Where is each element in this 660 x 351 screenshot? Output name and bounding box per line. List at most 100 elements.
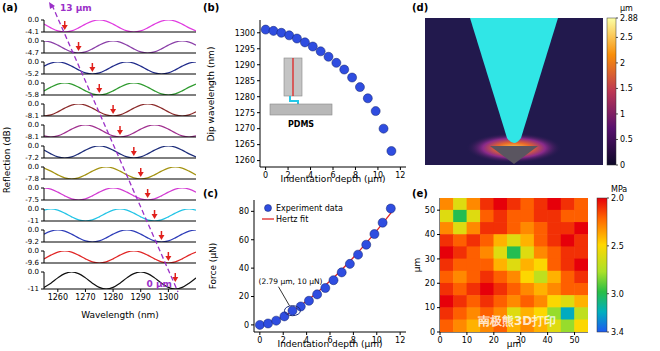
svg-text:0: 0	[263, 171, 268, 180]
svg-text:1290: 1290	[131, 293, 151, 302]
svg-text:Indentation depth (μm): Indentation depth (μm)	[277, 339, 382, 349]
svg-text:2.5: 2.5	[611, 242, 624, 251]
svg-text:0.0: 0.0	[28, 247, 39, 255]
svg-text:12: 12	[395, 336, 405, 345]
svg-text:(d): (d)	[412, 2, 428, 13]
svg-text:10: 10	[462, 336, 472, 345]
svg-text:1290: 1290	[235, 61, 255, 70]
svg-text:1300: 1300	[158, 293, 178, 302]
svg-text:Reflection (dB): Reflection (dB)	[2, 127, 12, 194]
svg-text:1300: 1300	[235, 29, 255, 38]
svg-text:μm: μm	[507, 339, 522, 349]
svg-text:4: 4	[304, 336, 309, 345]
svg-text:MPa: MPa	[611, 185, 627, 194]
svg-text:1275: 1275	[235, 109, 255, 118]
svg-text:-9.2: -9.2	[25, 238, 39, 246]
svg-text:2.0: 2.0	[611, 194, 624, 203]
svg-text:0.0: 0.0	[28, 58, 39, 66]
svg-text:-11: -11	[28, 285, 39, 293]
svg-text:1265: 1265	[235, 140, 255, 149]
svg-text:2: 2	[281, 336, 286, 345]
svg-text:0.0: 0.0	[28, 16, 39, 24]
svg-text:-7.8: -7.8	[25, 175, 39, 183]
svg-text:0: 0	[437, 336, 442, 345]
svg-text:-5.2: -5.2	[25, 70, 39, 78]
svg-text:-7.2: -7.2	[25, 154, 39, 162]
svg-text:0.5: 0.5	[620, 135, 633, 144]
svg-text:(c): (c)	[203, 188, 218, 199]
svg-text:1.5: 1.5	[620, 84, 633, 93]
svg-text:μm: μm	[412, 258, 422, 273]
svg-text:1260: 1260	[48, 293, 68, 302]
svg-text:-11: -11	[28, 217, 39, 225]
svg-text:2: 2	[286, 171, 291, 180]
svg-text:2.5: 2.5	[620, 33, 633, 42]
svg-text:Hertz fit: Hertz fit	[276, 215, 308, 224]
svg-text:(a): (a)	[2, 2, 18, 13]
svg-text:10: 10	[372, 336, 382, 345]
svg-text:3.4: 3.4	[611, 328, 624, 337]
svg-text:(e): (e)	[412, 188, 428, 199]
svg-text:Dip wavelength (nm): Dip wavelength (nm)	[206, 47, 216, 142]
svg-text:μm: μm	[620, 4, 633, 13]
svg-text:0.0: 0.0	[28, 163, 39, 171]
svg-text:50: 50	[425, 206, 435, 215]
svg-text:13 μm: 13 μm	[60, 3, 92, 13]
svg-text:-8.1: -8.1	[25, 112, 39, 120]
svg-text:40: 40	[239, 264, 249, 273]
svg-text:1280: 1280	[103, 293, 123, 302]
svg-text:20: 20	[239, 292, 249, 301]
svg-text:1260: 1260	[235, 156, 255, 165]
svg-text:8: 8	[351, 336, 356, 345]
svg-text:-7.5: -7.5	[25, 196, 39, 204]
svg-text:10: 10	[425, 303, 435, 312]
svg-text:0.0: 0.0	[28, 37, 39, 45]
svg-text:0: 0	[620, 161, 625, 170]
svg-text:Force (μN): Force (μN)	[208, 243, 218, 290]
svg-text:80: 80	[239, 207, 249, 216]
svg-text:-4.7: -4.7	[25, 49, 39, 57]
svg-text:0.0: 0.0	[28, 121, 39, 129]
svg-text:6: 6	[327, 336, 332, 345]
svg-text:10: 10	[373, 171, 383, 180]
svg-text:8: 8	[353, 171, 358, 180]
svg-text:-9.6: -9.6	[25, 259, 39, 267]
svg-text:1285: 1285	[235, 77, 255, 86]
svg-text:-8.1: -8.1	[25, 133, 39, 141]
svg-text:40: 40	[543, 336, 553, 345]
svg-text:0.0: 0.0	[28, 205, 39, 213]
svg-text:1295: 1295	[235, 45, 255, 54]
svg-text:6: 6	[330, 171, 335, 180]
svg-text:Indentation depth (μm): Indentation depth (μm)	[280, 174, 385, 184]
svg-text:0: 0	[257, 336, 262, 345]
svg-text:1270: 1270	[75, 293, 95, 302]
svg-text:1: 1	[620, 110, 625, 119]
svg-text:2.88: 2.88	[620, 14, 638, 23]
svg-text:0.0: 0.0	[28, 226, 39, 234]
svg-text:-4.1: -4.1	[25, 28, 39, 36]
svg-text:30: 30	[516, 336, 526, 345]
svg-text:(b): (b)	[203, 2, 219, 13]
svg-text:0.0: 0.0	[28, 268, 39, 276]
svg-text:60: 60	[239, 236, 249, 245]
svg-text:(2.79 μm, 10 μN): (2.79 μm, 10 μN)	[258, 277, 322, 286]
svg-text:20: 20	[425, 279, 435, 288]
svg-text:50: 50	[569, 336, 579, 345]
svg-text:0: 0	[244, 321, 249, 330]
svg-text:南极熊3D打印: 南极熊3D打印	[477, 314, 556, 328]
svg-text:12: 12	[395, 171, 405, 180]
svg-text:20: 20	[489, 336, 499, 345]
svg-text:0.0: 0.0	[28, 184, 39, 192]
svg-text:-5.8: -5.8	[25, 91, 39, 99]
svg-text:2: 2	[620, 59, 625, 68]
svg-text:30: 30	[425, 255, 435, 264]
svg-text:Experiment data: Experiment data	[276, 204, 343, 213]
svg-text:3.0: 3.0	[611, 290, 624, 299]
svg-text:0.0: 0.0	[28, 142, 39, 150]
svg-text:1270: 1270	[235, 124, 255, 133]
svg-text:PDMS: PDMS	[288, 120, 314, 129]
svg-text:0: 0	[430, 328, 435, 337]
svg-text:0 μm: 0 μm	[147, 279, 172, 289]
svg-text:Wavelength (nm): Wavelength (nm)	[81, 310, 159, 320]
svg-text:0.0: 0.0	[28, 79, 39, 87]
